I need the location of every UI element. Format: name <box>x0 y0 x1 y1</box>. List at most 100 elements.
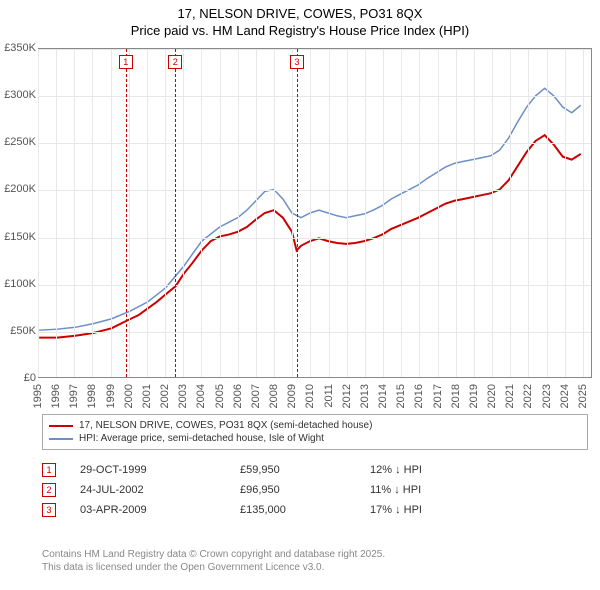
x-axis-label: 2004 <box>195 384 207 408</box>
chart-lines-svg <box>38 49 591 377</box>
sales-table: 129-OCT-1999£59,95012% ↓ HPI224-JUL-2002… <box>42 460 588 520</box>
y-axis-label: £350K <box>4 42 36 54</box>
sales-row-diff: 11% ↓ HPI <box>370 484 510 496</box>
x-axis-label: 2020 <box>486 384 498 408</box>
x-axis-label: 2005 <box>214 384 226 408</box>
x-axis-label: 2000 <box>123 384 135 408</box>
sales-row-badge: 3 <box>42 503 56 517</box>
x-axis-label: 2003 <box>177 384 189 408</box>
x-axis-label: 2001 <box>141 384 153 408</box>
x-gridline <box>220 49 221 377</box>
x-axis-label: 1998 <box>86 384 98 408</box>
sales-row-date: 24-JUL-2002 <box>80 484 240 496</box>
sales-row: 3 03-APR-2009£135,00017% ↓ HPI <box>42 500 588 520</box>
y-gridline <box>38 332 591 333</box>
x-axis-label: 2024 <box>559 384 571 408</box>
x-axis-label: 2023 <box>541 384 553 408</box>
x-gridline <box>147 49 148 377</box>
x-axis-label: 2017 <box>432 384 444 408</box>
x-axis-label: 2007 <box>250 384 262 408</box>
sale-marker-badge: 2 <box>168 55 182 69</box>
sales-row-date: 03-APR-2009 <box>80 504 240 516</box>
x-gridline <box>129 49 130 377</box>
sales-row-diff: 17% ↓ HPI <box>370 504 510 516</box>
y-axis-label: £300K <box>4 89 36 101</box>
x-axis-label: 2010 <box>304 384 316 408</box>
x-axis-label: 1999 <box>105 384 117 408</box>
title-line-1: 17, NELSON DRIVE, COWES, PO31 8QX <box>178 6 423 21</box>
legend-swatch-hpi <box>49 438 73 440</box>
x-axis-label: 2021 <box>504 384 516 408</box>
x-gridline <box>438 49 439 377</box>
x-gridline <box>256 49 257 377</box>
x-axis-label: 2009 <box>286 384 298 408</box>
x-gridline <box>474 49 475 377</box>
x-gridline <box>347 49 348 377</box>
y-axis-label: £50K <box>10 325 36 337</box>
y-axis-label: £250K <box>4 136 36 148</box>
x-axis-label: 2012 <box>341 384 353 408</box>
x-gridline <box>547 49 548 377</box>
y-gridline <box>38 49 591 50</box>
x-gridline <box>401 49 402 377</box>
chart-container: 17, NELSON DRIVE, COWES, PO31 8QX Price … <box>0 0 600 590</box>
x-gridline <box>329 49 330 377</box>
sales-row-price: £96,950 <box>240 484 370 496</box>
x-gridline <box>292 49 293 377</box>
x-gridline <box>38 49 39 377</box>
x-gridline <box>365 49 366 377</box>
y-gridline <box>38 238 591 239</box>
x-axis-label: 2022 <box>522 384 534 408</box>
x-gridline <box>92 49 93 377</box>
attribution-line-2: This data is licensed under the Open Gov… <box>42 562 324 573</box>
x-gridline <box>383 49 384 377</box>
legend-item-property: 17, NELSON DRIVE, COWES, PO31 8QX (semi-… <box>49 419 581 432</box>
chart-plot-area: 123 <box>38 48 592 378</box>
sales-row: 129-OCT-1999£59,95012% ↓ HPI <box>42 460 588 480</box>
x-axis-label: 2018 <box>450 384 462 408</box>
y-gridline <box>38 190 591 191</box>
sale-marker-line <box>297 49 298 377</box>
x-gridline <box>565 49 566 377</box>
x-axis-label: 2006 <box>232 384 244 408</box>
y-axis-label: £100K <box>4 278 36 290</box>
x-gridline <box>56 49 57 377</box>
x-gridline <box>183 49 184 377</box>
x-gridline <box>456 49 457 377</box>
x-gridline <box>528 49 529 377</box>
legend-swatch-property <box>49 425 73 427</box>
chart-legend: 17, NELSON DRIVE, COWES, PO31 8QX (semi-… <box>42 414 588 450</box>
x-gridline <box>111 49 112 377</box>
sale-marker-line <box>175 49 176 377</box>
sale-marker-badge: 1 <box>119 55 133 69</box>
sale-marker-line <box>126 49 127 377</box>
x-axis-label: 1997 <box>68 384 80 408</box>
y-gridline <box>38 96 591 97</box>
sales-row-badge: 1 <box>42 463 56 477</box>
y-gridline <box>38 143 591 144</box>
attribution-line-1: Contains HM Land Registry data © Crown c… <box>42 549 385 560</box>
x-axis-label: 2011 <box>323 384 335 408</box>
sales-row-price: £59,950 <box>240 464 370 476</box>
x-gridline <box>492 49 493 377</box>
x-axis-label: 1996 <box>50 384 62 408</box>
x-gridline <box>74 49 75 377</box>
sales-row: 2 24-JUL-2002£96,95011% ↓ HPI <box>42 480 588 500</box>
x-axis-label: 2015 <box>395 384 407 408</box>
x-axis-label: 2014 <box>377 384 389 408</box>
chart-title: 17, NELSON DRIVE, COWES, PO31 8QX Price … <box>0 0 600 40</box>
x-axis-label: 1995 <box>32 384 44 408</box>
sales-row-badge: 2 <box>42 483 56 497</box>
x-gridline <box>419 49 420 377</box>
y-axis-label: £0 <box>24 372 36 384</box>
x-gridline <box>274 49 275 377</box>
y-axis-label: £150K <box>4 231 36 243</box>
attribution-text: Contains HM Land Registry data © Crown c… <box>42 548 385 574</box>
sales-row-date: 29-OCT-1999 <box>80 464 240 476</box>
x-gridline <box>510 49 511 377</box>
x-gridline <box>310 49 311 377</box>
y-gridline <box>38 285 591 286</box>
sales-row-price: £135,000 <box>240 504 370 516</box>
x-gridline <box>583 49 584 377</box>
y-axis-label: £200K <box>4 183 36 195</box>
